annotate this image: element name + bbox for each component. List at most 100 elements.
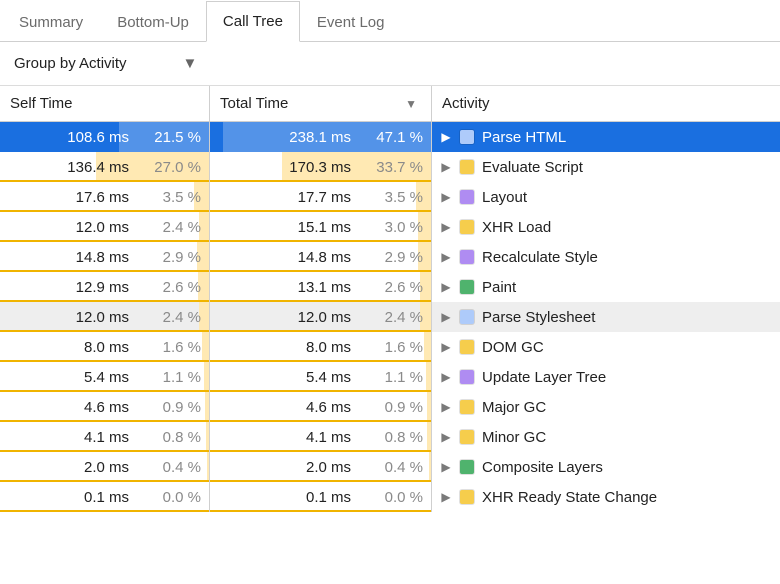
- self-time-cell: 108.6 ms21.5 %: [0, 122, 210, 152]
- disclosure-triangle-icon[interactable]: [440, 460, 452, 474]
- ms-value: 108.6 ms: [67, 129, 129, 146]
- ms-value: 5.4 ms: [306, 369, 351, 386]
- pct-value: 2.4 %: [163, 309, 201, 326]
- activity-label: Composite Layers: [482, 459, 603, 476]
- tab-call-tree[interactable]: Call Tree: [206, 1, 300, 42]
- disclosure-triangle-icon[interactable]: [440, 340, 452, 354]
- total-time-cell: 15.1 ms3.0 %: [210, 212, 432, 242]
- table-row[interactable]: 136.4 ms27.0 %170.3 ms33.7 %Evaluate Scr…: [0, 152, 780, 182]
- total-time-cell: 14.8 ms2.9 %: [210, 242, 432, 272]
- activity-label: Layout: [482, 189, 527, 206]
- table-row[interactable]: 17.6 ms3.5 %17.7 ms3.5 %Layout: [0, 182, 780, 212]
- disclosure-triangle-icon[interactable]: [440, 250, 452, 264]
- activity-color-swatch: [460, 220, 474, 234]
- pct-value: 2.6 %: [163, 279, 201, 296]
- group-by-row[interactable]: Group by Activity: [0, 42, 780, 86]
- pct-underline: [0, 240, 209, 242]
- table-row[interactable]: 5.4 ms1.1 %5.4 ms1.1 %Update Layer Tree: [0, 362, 780, 392]
- table-row[interactable]: 108.6 ms21.5 %238.1 ms47.1 %Parse HTML: [0, 122, 780, 152]
- pct-bar: [207, 452, 209, 482]
- column-header-self-time[interactable]: Self Time: [0, 86, 210, 121]
- activity-cell: XHR Ready State Change: [432, 482, 780, 512]
- activity-cell: Layout: [432, 182, 780, 212]
- activity-label: Minor GC: [482, 429, 546, 446]
- pct-bar: [206, 422, 209, 452]
- column-header-activity[interactable]: Activity: [432, 86, 780, 121]
- total-time-cell: 17.7 ms3.5 %: [210, 182, 432, 212]
- table-row[interactable]: 12.9 ms2.6 %13.1 ms2.6 %Paint: [0, 272, 780, 302]
- pct-value: 0.8 %: [163, 429, 201, 446]
- disclosure-triangle-icon[interactable]: [440, 280, 452, 294]
- ms-value: 12.0 ms: [76, 309, 129, 326]
- pct-underline: [210, 330, 431, 332]
- disclosure-triangle-icon[interactable]: [440, 160, 452, 174]
- disclosure-triangle-icon[interactable]: [440, 130, 452, 144]
- ms-value: 13.1 ms: [298, 279, 351, 296]
- pct-bar: [429, 452, 431, 482]
- pct-value: 2.9 %: [385, 249, 423, 266]
- self-time-cell: 8.0 ms1.6 %: [0, 332, 210, 362]
- pct-bar: [204, 362, 209, 392]
- table-row[interactable]: 14.8 ms2.9 %14.8 ms2.9 %Recalculate Styl…: [0, 242, 780, 272]
- disclosure-triangle-icon[interactable]: [440, 220, 452, 234]
- table-row[interactable]: 12.0 ms2.4 %15.1 ms3.0 %XHR Load: [0, 212, 780, 242]
- pct-underline: [0, 210, 209, 212]
- tab-bottom-up[interactable]: Bottom-Up: [100, 1, 206, 42]
- pct-bar: [426, 362, 431, 392]
- pct-underline: [210, 210, 431, 212]
- total-time-cell: 12.0 ms2.4 %: [210, 302, 432, 332]
- activity-color-swatch: [460, 310, 474, 324]
- total-time-cell: 8.0 ms 1.6 %: [210, 332, 432, 362]
- table-row[interactable]: 4.1 ms0.8 %4.1 ms0.8 %Minor GC: [0, 422, 780, 452]
- pct-value: 47.1 %: [376, 129, 423, 146]
- activity-cell: Paint: [432, 272, 780, 302]
- column-header-total-time[interactable]: Total Time: [210, 86, 432, 121]
- ms-value: 8.0 ms: [306, 339, 351, 356]
- table-row[interactable]: 12.0 ms2.4 %12.0 ms2.4 %Parse Stylesheet: [0, 302, 780, 332]
- ms-value: 12.0 ms: [76, 219, 129, 236]
- pct-underline: [0, 510, 209, 512]
- ms-value: 17.7 ms: [298, 189, 351, 206]
- disclosure-triangle-icon[interactable]: [440, 190, 452, 204]
- activity-color-swatch: [460, 190, 474, 204]
- activity-cell: Composite Layers: [432, 452, 780, 482]
- table-row[interactable]: 8.0 ms1.6 %8.0 ms1.6 %DOM GC: [0, 332, 780, 362]
- tab-event-log[interactable]: Event Log: [300, 1, 402, 42]
- table-row[interactable]: 2.0 ms0.4 %2.0 ms0.4 %Composite Layers: [0, 452, 780, 482]
- sort-descending-icon: [405, 97, 421, 111]
- ms-value: 5.4 ms: [84, 369, 129, 386]
- pct-value: 2.9 %: [163, 249, 201, 266]
- ms-value: 12.0 ms: [298, 309, 351, 326]
- pct-value: 0.0 %: [163, 489, 201, 506]
- pct-underline: [210, 240, 431, 242]
- ms-value: 238.1 ms: [289, 129, 351, 146]
- pct-bar: [427, 392, 431, 422]
- ms-value: 4.6 ms: [306, 399, 351, 416]
- pct-underline: [0, 300, 209, 302]
- pct-value: 33.7 %: [376, 159, 423, 176]
- total-time-cell: 13.1 ms 2.6 %: [210, 272, 432, 302]
- activity-label: Parse Stylesheet: [482, 309, 595, 326]
- disclosure-triangle-icon[interactable]: [440, 310, 452, 324]
- pct-value: 0.8 %: [385, 429, 423, 446]
- self-time-cell: 12.0 ms 2.4 %: [0, 302, 210, 332]
- self-time-cell: 2.0 ms0.4 %: [0, 452, 210, 482]
- disclosure-triangle-icon[interactable]: [440, 370, 452, 384]
- pct-underline: [210, 420, 431, 422]
- pct-value: 2.6 %: [385, 279, 423, 296]
- disclosure-triangle-icon[interactable]: [440, 490, 452, 504]
- table-row[interactable]: 0.1 ms0.0 %0.1 ms0.0 %XHR Ready State Ch…: [0, 482, 780, 512]
- activity-label: Evaluate Script: [482, 159, 583, 176]
- ms-value: 4.6 ms: [84, 399, 129, 416]
- disclosure-triangle-icon[interactable]: [440, 430, 452, 444]
- pct-underline: [210, 300, 431, 302]
- disclosure-triangle-icon[interactable]: [440, 400, 452, 414]
- activity-label: DOM GC: [482, 339, 544, 356]
- activity-color-swatch: [460, 280, 474, 294]
- pct-value: 1.6 %: [385, 339, 423, 356]
- self-time-cell: 12.0 ms2.4 %: [0, 212, 210, 242]
- total-time-cell: 0.1 ms0.0 %: [210, 482, 432, 512]
- pct-underline: [210, 510, 431, 512]
- tab-summary[interactable]: Summary: [2, 1, 100, 42]
- table-row[interactable]: 4.6 ms0.9 %4.6 ms0.9 %Major GC: [0, 392, 780, 422]
